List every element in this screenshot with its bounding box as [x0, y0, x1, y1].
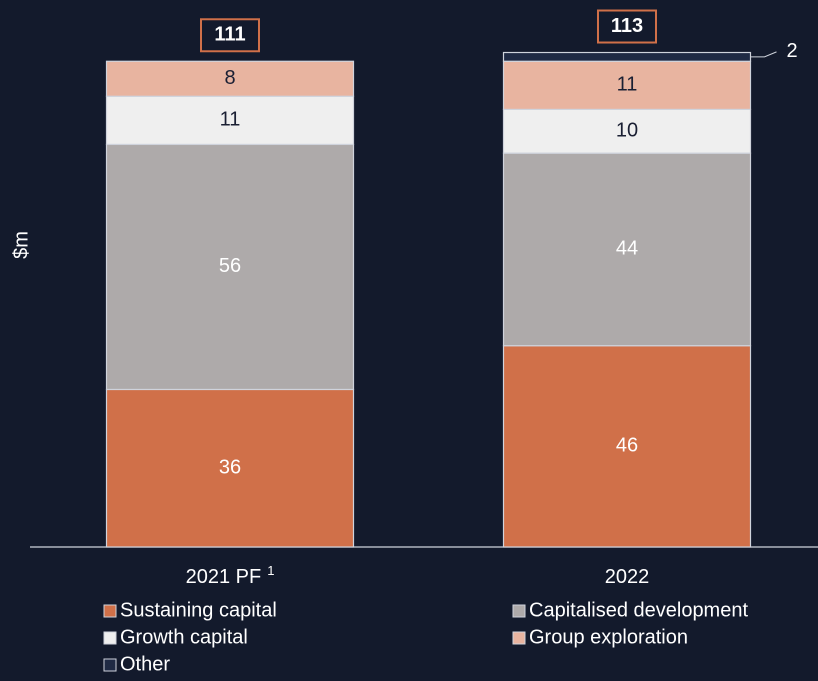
legend-swatch: [103, 604, 117, 618]
value-label: 10: [616, 120, 638, 142]
legend-label: Group exploration: [529, 626, 688, 648]
footnote-marker: 1: [267, 563, 274, 578]
legend-swatch: [103, 631, 117, 645]
value-label: 56: [219, 255, 241, 277]
legend-swatch: [103, 658, 117, 672]
total-box: [597, 9, 657, 44]
total-label: 111: [214, 24, 245, 46]
legend-label: Sustaining capital: [120, 599, 277, 621]
y-axis-label: $m: [10, 231, 32, 259]
legend-label: Capitalised development: [529, 599, 748, 621]
value-label: 44: [616, 238, 638, 260]
total-box: [200, 18, 260, 53]
bar-segment: [502, 108, 752, 154]
bar-segment: [502, 51, 752, 62]
bar-segment: [502, 345, 752, 548]
legend-label: Growth capital: [120, 626, 248, 648]
bar-segment: [105, 143, 355, 391]
value-label: 36: [219, 457, 241, 479]
bar-segment: [105, 388, 355, 548]
x-tick-label: 2022: [605, 566, 650, 588]
bar-segment: [502, 152, 752, 347]
value-label: 8: [224, 67, 235, 89]
value-label: 11: [220, 109, 241, 131]
bar-segment: [105, 60, 355, 97]
legend-swatch: [512, 604, 526, 618]
category-name: 2021 PF: [186, 566, 262, 588]
total-label: 113: [611, 15, 643, 37]
value-label: 46: [616, 435, 638, 457]
x-tick-label: 2021 PF 1: [186, 563, 275, 588]
value-label: 11: [617, 74, 638, 96]
legend-label: Other: [120, 653, 170, 675]
leader-line: [750, 51, 777, 58]
value-label: 2: [787, 40, 798, 62]
legend-swatch: [512, 631, 526, 645]
category-name: 2022: [605, 566, 650, 588]
